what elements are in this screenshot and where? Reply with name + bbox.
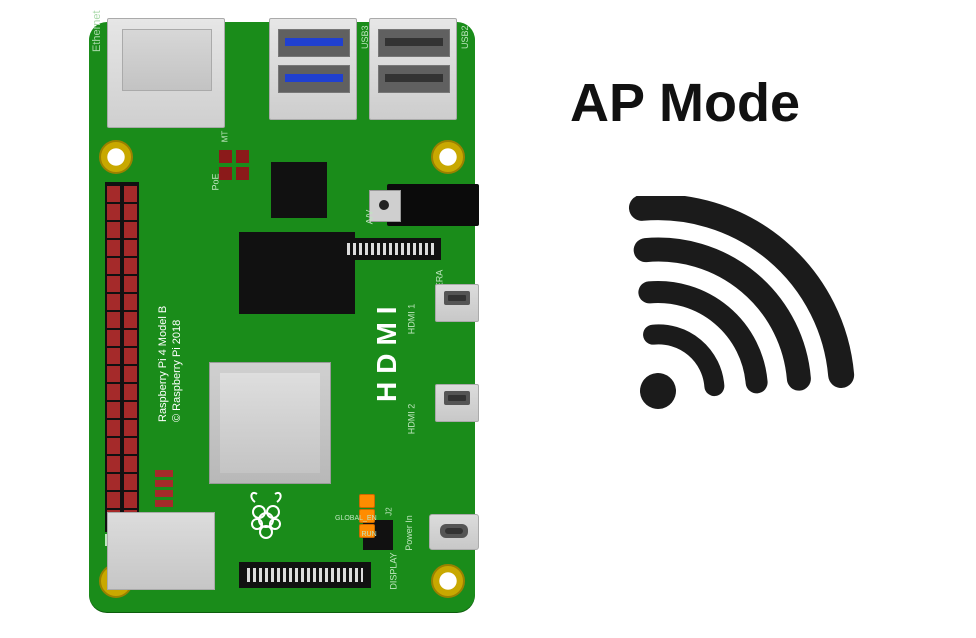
soc-silver-chip: [209, 362, 331, 484]
poe-header: [219, 150, 249, 180]
usb-c-power: [429, 514, 479, 550]
screw-hole-top-left: [99, 140, 133, 174]
screw-hole-top-right: [431, 140, 465, 174]
usb3-slot-2: [278, 65, 350, 93]
audio-jack: [387, 184, 479, 226]
av-label: A/V: [365, 210, 375, 225]
micro-hdmi-1: [435, 284, 479, 322]
usb3-block: USB3: [269, 18, 357, 120]
camera-connector: [341, 238, 441, 260]
micro-hdmi-2: [435, 384, 479, 422]
display-pins: [247, 568, 363, 582]
usb2-slot-1: [378, 29, 450, 57]
hdmi-big-label: HDMI: [371, 298, 403, 402]
usb2-tongue: [385, 74, 443, 82]
display-connector: [239, 562, 371, 588]
raspberry-pi-logo-icon: [245, 488, 287, 540]
test-pads: [155, 470, 173, 508]
chip-small-black: [271, 162, 327, 218]
mt-label: MT: [220, 131, 229, 143]
display-label: DISPLAY: [389, 552, 399, 589]
gpio-pins: [107, 186, 137, 528]
raspberry-pi-board: Ethernet USB3 USB2 MT PoE GPIO Raspberry…: [89, 22, 475, 612]
led-labels: GLOBAL_EN RUN: [335, 511, 377, 542]
ap-mode-title: AP Mode: [570, 72, 800, 134]
usb2-tongue: [385, 38, 443, 46]
wifi-icon: [608, 196, 868, 456]
usb2-label: USB2: [460, 25, 470, 49]
screw-hole-bottom-right: [431, 564, 465, 598]
camera-pins: [347, 243, 435, 255]
poe-label: PoE: [211, 173, 221, 190]
usb3-tongue: [285, 38, 343, 46]
hdmi2-label: HDMI 2: [407, 404, 417, 435]
j2-label: J2: [385, 507, 394, 515]
ethernet-label: Ethernet: [91, 10, 103, 52]
hdmi1-label: HDMI 1: [407, 304, 417, 335]
usb2-slot-2: [378, 65, 450, 93]
usb2-block: USB2: [369, 18, 457, 120]
usb3-tongue: [285, 74, 343, 82]
gpio-header: [105, 182, 139, 532]
power-label: Power In: [404, 515, 414, 551]
usb3-slot-1: [278, 29, 350, 57]
wifi-shield: [107, 512, 215, 590]
model-text: Raspberry Pi 4 Model B © Raspberry Pi 20…: [157, 306, 185, 422]
ethernet-port: [107, 18, 225, 128]
chip-large-black: [239, 232, 355, 314]
